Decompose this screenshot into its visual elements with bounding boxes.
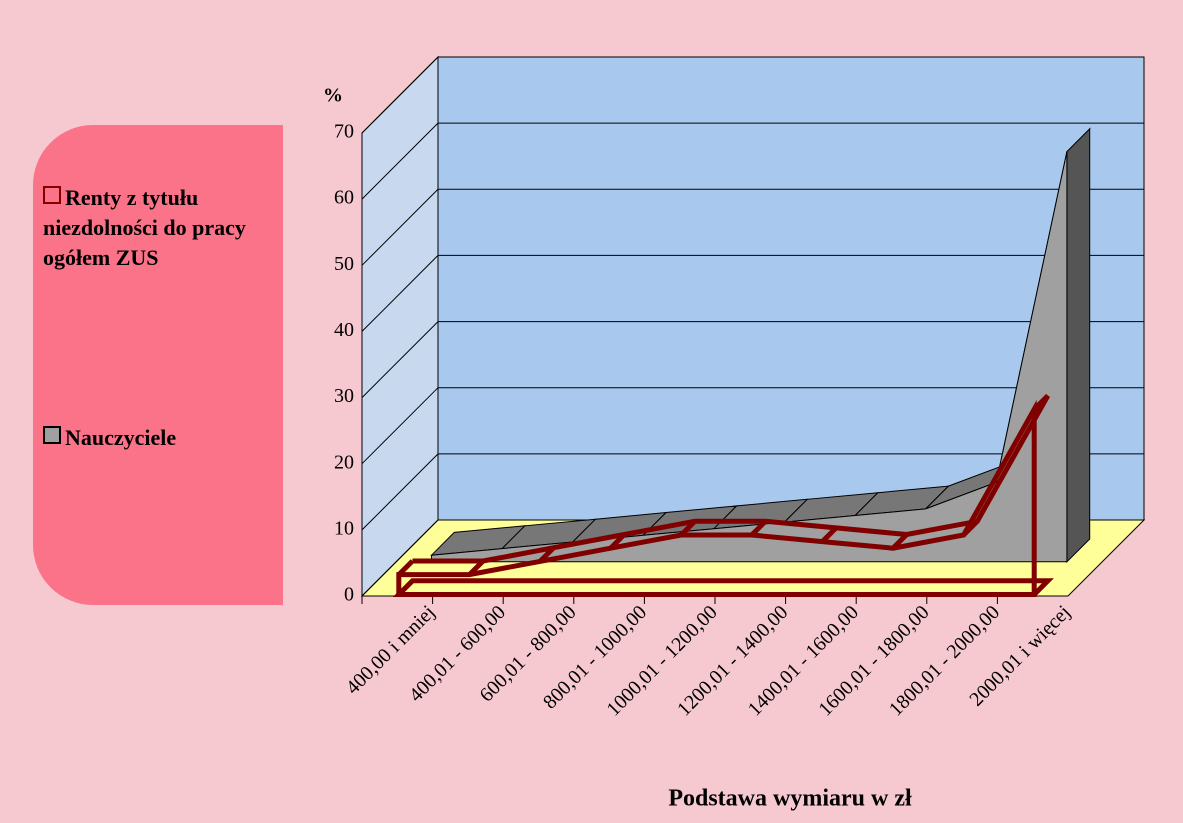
legend: Renty z tytułu niezdolności do pracy ogó… (33, 125, 283, 605)
grid-line (361, 254, 1144, 332)
x-axis-title: Podstawa wymiaru w zł (668, 786, 912, 812)
y-axis-label: % (323, 85, 343, 107)
area-depth-edge (820, 526, 838, 544)
y-tick-label: 70 (334, 121, 354, 143)
legend-entry: Renty z tytułu niezdolności do pracy ogó… (43, 183, 283, 273)
grid-line (361, 188, 1144, 266)
y-tick-label: 40 (334, 319, 354, 341)
y-tick-label: 10 (334, 517, 354, 539)
area-side (1066, 127, 1091, 564)
legend-entry: Nauczyciele (43, 423, 283, 453)
grid-line (361, 122, 1144, 200)
y-tick-label: 30 (334, 385, 354, 407)
legend-label: Nauczyciele (65, 425, 177, 450)
legend-swatch (43, 186, 61, 204)
side-wall (361, 55, 439, 598)
legend-label: Renty z tytułu niezdolności do pracy ogó… (43, 185, 246, 270)
area (396, 399, 1037, 597)
area-depth-edge (750, 519, 768, 537)
grid-line (361, 453, 1144, 531)
grid-line (361, 387, 1144, 465)
area-back-edge (412, 394, 1051, 564)
legend-swatch (43, 426, 61, 444)
y-tick-label: 0 (344, 584, 354, 606)
grid-line (361, 56, 1144, 134)
y-tick-label: 20 (334, 451, 354, 473)
y-tick-label: 50 (334, 253, 354, 275)
y-tick-label: 60 (334, 187, 354, 209)
grid-line (361, 321, 1144, 398)
